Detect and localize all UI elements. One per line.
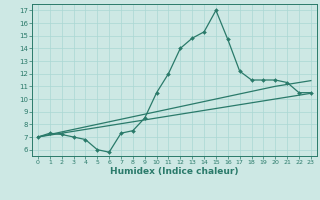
X-axis label: Humidex (Indice chaleur): Humidex (Indice chaleur): [110, 167, 239, 176]
